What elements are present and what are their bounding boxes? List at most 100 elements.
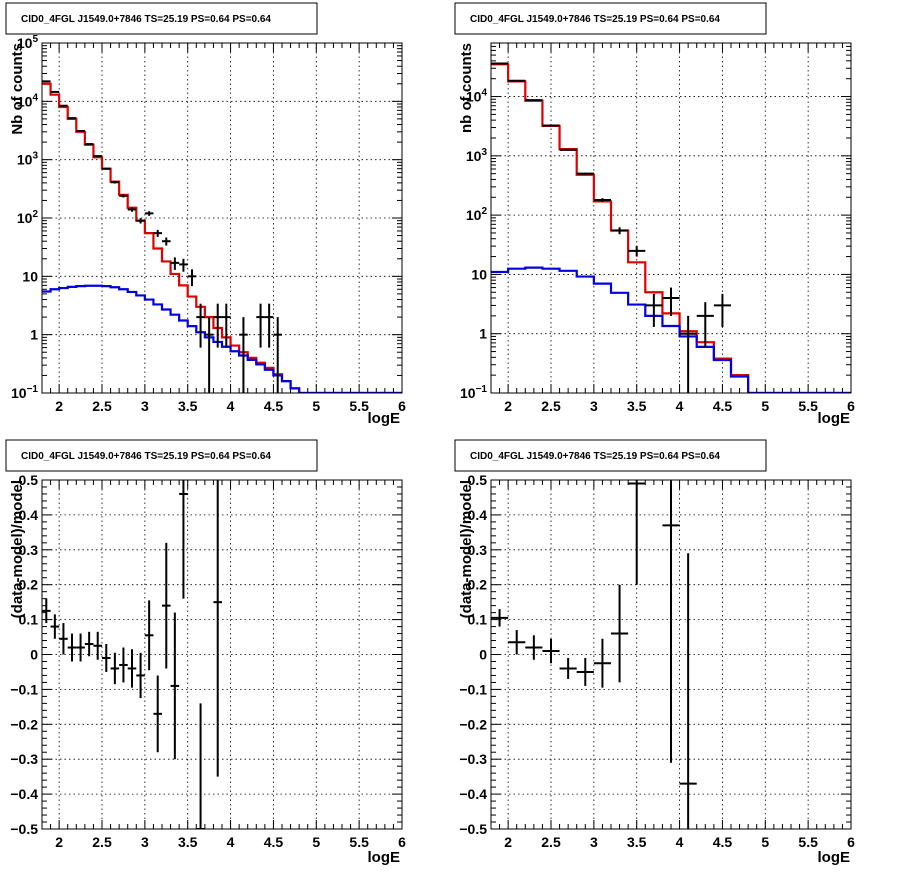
data-point-3	[542, 638, 560, 664]
y-tick-label-0: −0.5	[10, 821, 38, 837]
y-axis-label: nb of counts	[458, 43, 475, 133]
data-point-1	[50, 614, 60, 639]
x-tick-label-4: 4	[676, 834, 684, 850]
data-point-10	[127, 207, 137, 212]
data-point-21	[222, 303, 231, 348]
y-tick-label-0: 10−1	[11, 384, 38, 401]
y-axis-label: (data-model)/model	[458, 480, 475, 618]
y-tick-label-10: 0.5	[19, 472, 39, 488]
x-tick-label-4: 4	[227, 834, 235, 850]
y-tick-label-3: 102	[17, 209, 39, 226]
x-tick-label-5: 4.5	[264, 834, 284, 850]
data-point-10	[662, 287, 680, 316]
data-point-1	[508, 630, 526, 655]
y-tick-label-0: 10−1	[460, 384, 487, 401]
x-tick-label-7: 5.5	[349, 834, 369, 850]
x-tick-label-3: 3.5	[627, 398, 647, 414]
x-tick-label-8: 6	[847, 834, 855, 850]
x-tick-label-6: 5	[761, 834, 769, 850]
x-tick-label-4: 4	[227, 398, 235, 414]
data-point-4	[559, 657, 577, 679]
x-tick-label-2: 3	[590, 398, 598, 414]
plot-frame	[490, 479, 852, 830]
data-point-13	[153, 229, 162, 237]
data-point-20	[213, 303, 222, 348]
y-axis-label: (data-model)/model	[9, 480, 26, 618]
x-tick-label-5: 4.5	[264, 398, 284, 414]
x-tick-label-1: 2.5	[92, 398, 112, 414]
x-tick-label-5: 4.5	[713, 398, 733, 414]
x-tick-label-7: 5.5	[798, 398, 818, 414]
y-tick-label-1: −0.4	[10, 786, 38, 802]
x-tick-label-1: 2.5	[541, 398, 561, 414]
y-tick-label-5: 0	[30, 647, 38, 663]
y-tick-label-2: 10	[22, 268, 38, 284]
data-point-4	[76, 633, 85, 662]
plot-area: 2 2.5 3 3.5 4 4.5 5 5.5 6 −0.5 −0.4 −0.3 −0.2 −0.1 0 0.…	[10, 472, 406, 850]
data-point-15	[170, 612, 180, 760]
data-point-7	[102, 644, 111, 672]
data-point-14	[162, 542, 171, 669]
x-axis-label: logE	[818, 849, 851, 866]
data-point-7	[611, 584, 629, 683]
data-point-3	[67, 117, 77, 120]
data-point-6	[93, 155, 102, 158]
data-point-16	[179, 480, 188, 599]
y-tick-label-5: 0	[479, 647, 487, 663]
data-point-10	[127, 649, 137, 688]
data-point-8	[628, 480, 646, 585]
y-tick-label-4: −0.1	[459, 681, 487, 697]
y-tick-label-2: 10	[471, 266, 487, 282]
x-axis-label: logE	[368, 849, 401, 866]
data-point-0	[491, 609, 509, 627]
x-tick-label-5: 4.5	[713, 834, 733, 850]
data-point-22	[239, 317, 248, 393]
data-point-19	[204, 317, 214, 393]
data-point-4	[559, 148, 577, 151]
title-box	[5, 439, 318, 472]
x-tick-label-3: 3.5	[178, 834, 198, 850]
data-point-6	[593, 638, 611, 688]
x-tick-label-8: 6	[398, 834, 406, 850]
y-tick-label-5: 104	[466, 88, 488, 105]
data-point-23	[256, 303, 265, 348]
data-point-8	[628, 246, 646, 257]
data-point-7	[611, 227, 629, 235]
y-tick-label-3: −0.2	[459, 716, 487, 732]
x-tick-label-2: 3	[141, 834, 149, 850]
data-point-17	[196, 703, 205, 829]
panel-title: CID0_4FGL J1549.0+7846 TS=25.19 PS=0.64 …	[470, 14, 720, 25]
y-tick-label-7: 0.2	[468, 577, 488, 593]
y-tick-label-1: −0.4	[459, 786, 487, 802]
x-axis-label: logE	[368, 410, 401, 427]
y-tick-label-9: 0.4	[19, 507, 39, 523]
data-point-5	[576, 657, 594, 686]
x-tick-label-3: 3.5	[178, 398, 198, 414]
x-tick-label-1: 2.5	[92, 834, 112, 850]
data-point-10	[679, 553, 697, 829]
x-tick-label-6: 5	[312, 398, 320, 414]
y-tick-label-4: −0.1	[10, 681, 38, 697]
data-point-18	[196, 303, 205, 348]
y-tick-label-6: 105	[17, 34, 39, 51]
y-tick-label-10: 0.5	[468, 472, 488, 488]
data-point-14	[162, 237, 171, 246]
x-tick-label-0: 2	[504, 398, 512, 414]
data-point-13	[713, 293, 731, 327]
plot-frame	[490, 42, 852, 394]
x-tick-label-3: 3.5	[627, 834, 647, 850]
data-point-5	[84, 631, 94, 657]
panel-title: CID0_4FGL J1549.0+7846 TS=25.19 PS=0.64 …	[21, 451, 271, 462]
grid	[42, 480, 402, 829]
x-tick-label-0: 2	[55, 398, 63, 414]
y-tick-label-1: 1	[479, 326, 487, 342]
y-tick-label-3: 102	[466, 206, 488, 223]
data-point-9	[645, 293, 663, 327]
x-tick-label-2: 3	[590, 834, 598, 850]
data-point-11	[136, 218, 145, 224]
data-point-2	[59, 623, 68, 655]
x-tick-label-0: 2	[55, 834, 63, 850]
x-tick-label-4: 4	[676, 398, 684, 414]
data-point-11	[136, 652, 145, 699]
